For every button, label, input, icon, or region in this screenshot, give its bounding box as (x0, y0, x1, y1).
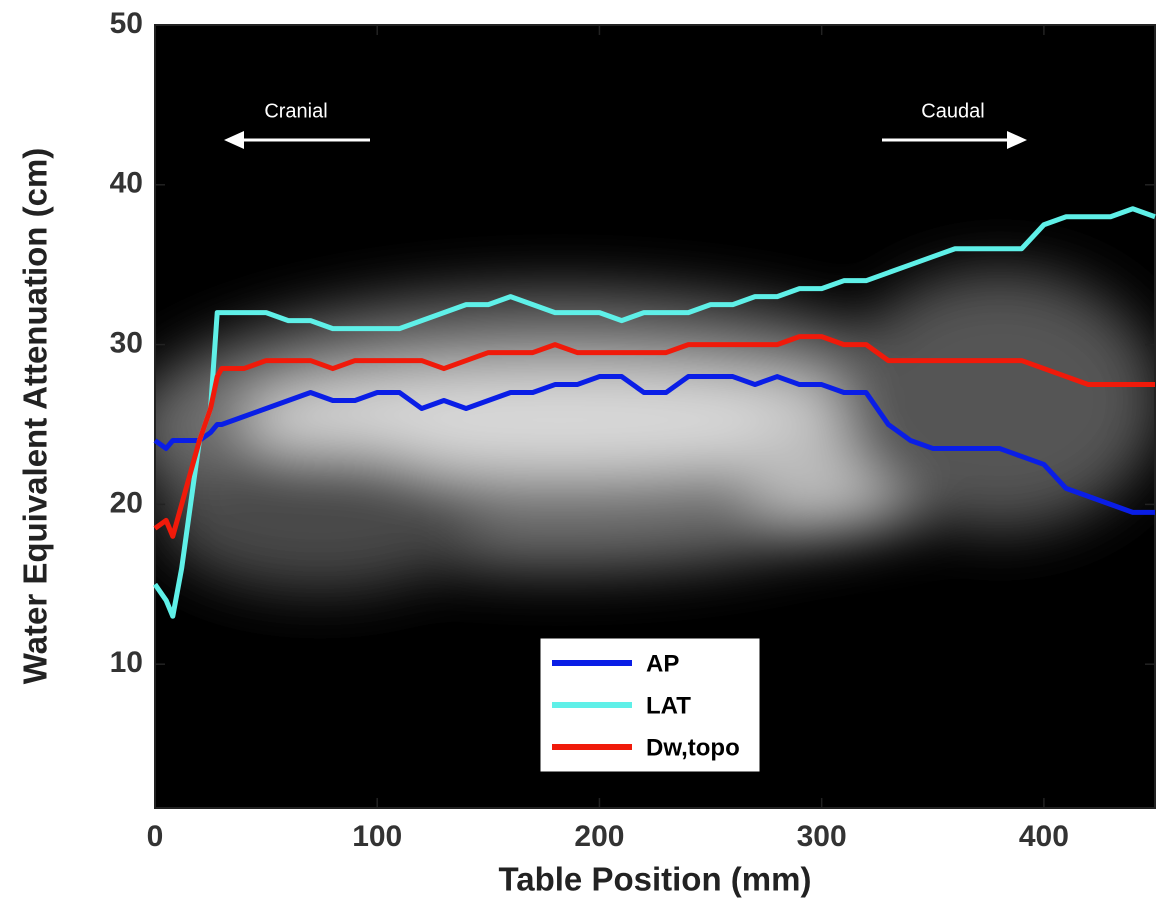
y-tick-label: 20 (110, 486, 143, 519)
x-tick-label: 100 (352, 820, 402, 853)
y-tick-label: 10 (110, 646, 143, 679)
x-tick-label: 400 (1019, 820, 1069, 853)
y-tick-label: 40 (110, 167, 143, 200)
legend-label: AP (646, 650, 679, 677)
x-tick-label: 0 (147, 820, 164, 853)
annotation: Cranial (264, 100, 327, 122)
y-tick-label: 50 (110, 7, 143, 40)
y-axis-title: Water Equivalent Attenuation (cm) (17, 148, 54, 685)
annotation: Caudal (921, 100, 984, 122)
y-tick-label: 30 (110, 327, 143, 360)
legend-label: LAT (646, 692, 691, 719)
arrow (224, 131, 370, 149)
x-axis-title: Table Position (mm) (499, 861, 812, 898)
data-line (153, 334, 1155, 539)
plot-frame (154, 24, 1156, 809)
legend-label: Dw,topo (646, 734, 740, 761)
arrow (882, 131, 1027, 149)
data-line (153, 374, 1155, 515)
data-line (152, 206, 1156, 619)
marks (152, 206, 1156, 619)
x-tick-label: 300 (797, 820, 847, 853)
x-tick-label: 200 (574, 820, 624, 853)
